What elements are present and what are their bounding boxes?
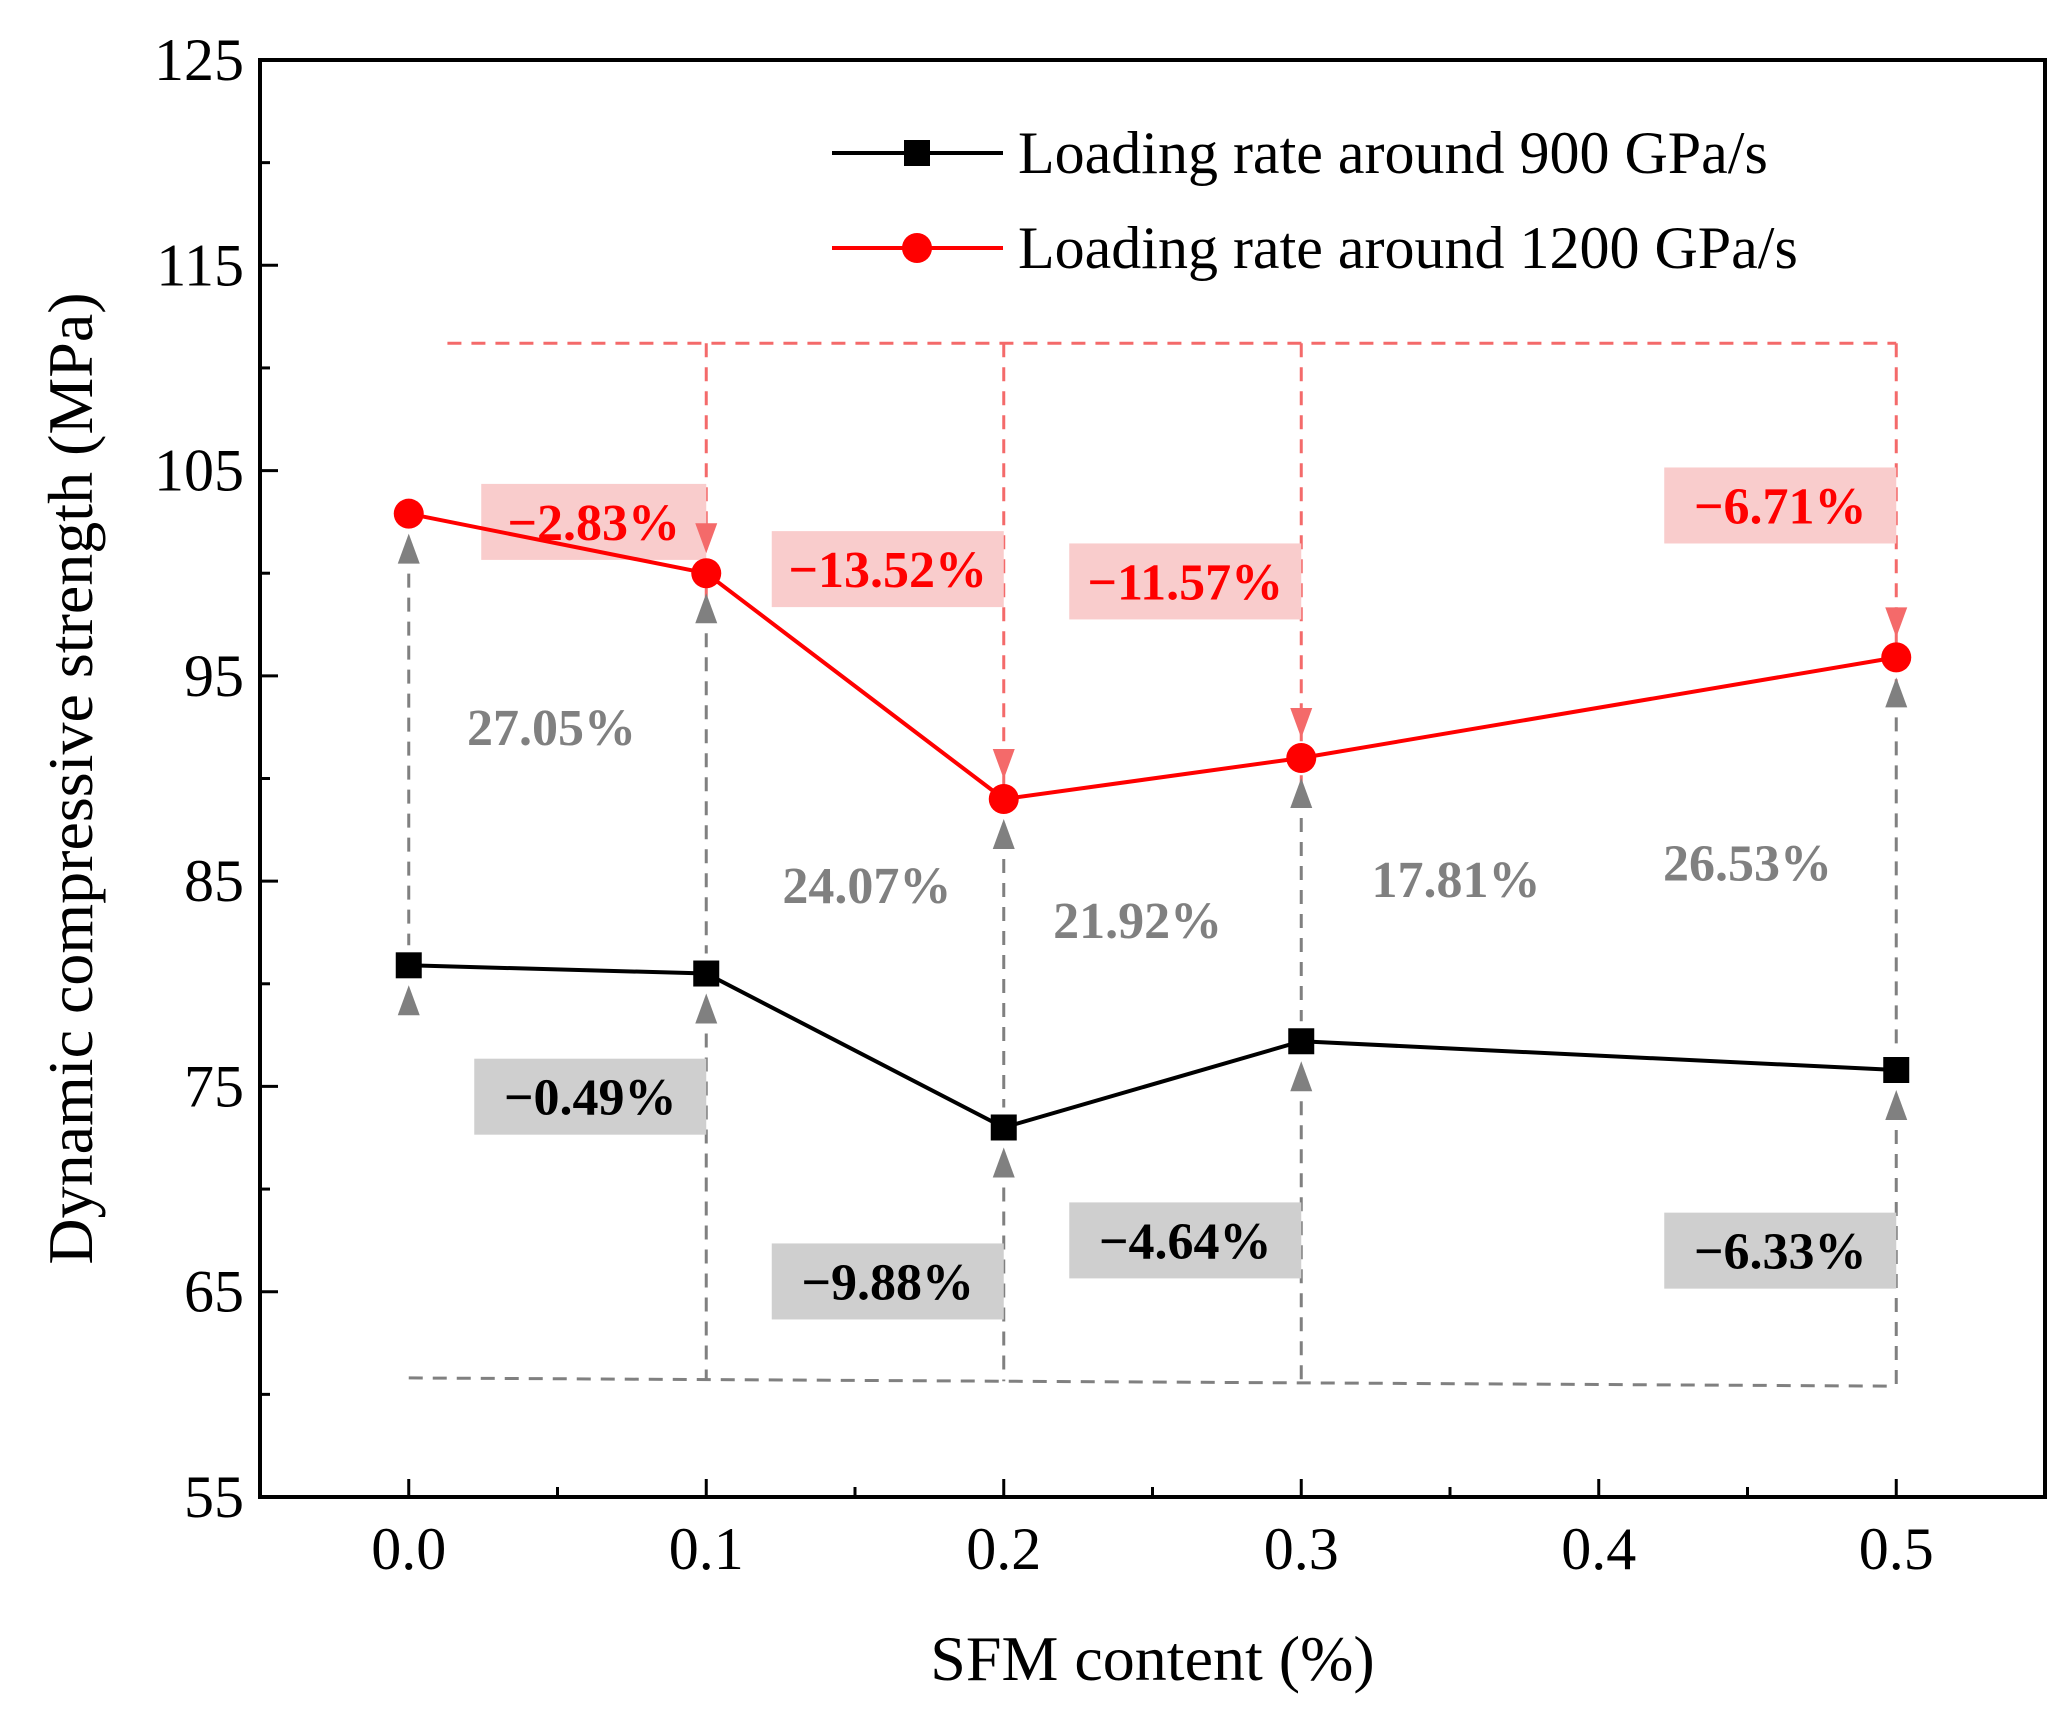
data-point <box>990 1114 1017 1141</box>
arrow-down-icon <box>992 749 1015 780</box>
arrow-up-icon <box>1885 677 1908 708</box>
annotation-arrows <box>397 523 1908 1178</box>
black-change-label: −0.49% <box>504 1070 677 1127</box>
red-change-label: −13.52% <box>788 542 987 599</box>
y-tick-label: 85 <box>184 848 244 914</box>
arrow-up-icon <box>1885 1090 1908 1121</box>
y-tick-label: 65 <box>184 1259 244 1325</box>
gray-change-box <box>1664 1212 1897 1289</box>
arrow-up-icon <box>397 985 420 1016</box>
arrow-up-icon <box>992 819 1015 850</box>
legend-marker <box>902 233 932 263</box>
data-point <box>395 952 422 979</box>
y-tick-label: 125 <box>154 27 244 93</box>
x-axis-title: SFM content (%) <box>930 1623 1374 1694</box>
data-point <box>693 960 720 987</box>
y-tick-label: 95 <box>184 643 244 709</box>
arrow-up-icon <box>695 593 718 624</box>
increase-label: 26.53% <box>1663 836 1832 893</box>
arrow-up-icon <box>1290 777 1313 808</box>
black-change-label: −4.64% <box>1099 1213 1272 1270</box>
arrow-down-icon <box>1885 607 1908 638</box>
x-tick-label: 0.5 <box>1859 1516 1934 1582</box>
series-layer <box>393 498 1912 1141</box>
black-change-label: −9.88% <box>801 1254 974 1311</box>
red-change-label: −6.71% <box>1694 478 1867 535</box>
red-change-box <box>1664 467 1897 544</box>
y-tick-label: 105 <box>154 438 244 504</box>
gray-change-box <box>474 1058 707 1135</box>
annotation-labels: −2.83% −13.52% −11.57% −6.71% −0.49% −9.88% −4… <box>467 478 1867 1311</box>
increase-label: 17.81% <box>1371 852 1540 909</box>
red-change-box <box>481 483 707 560</box>
x-tick-label: 0.1 <box>669 1516 744 1582</box>
arrow-down-icon <box>1290 707 1313 738</box>
annotation-boxes <box>474 467 1897 1320</box>
bottom-guide-line <box>408 1376 1897 1388</box>
arrow-up-icon <box>695 993 718 1024</box>
legend-label: Loading rate around 900 GPa/s <box>1018 120 1768 186</box>
legend: Loading rate around 900 GPa/s Loading rat… <box>832 120 1798 281</box>
y-axis-title: Dynamic compressive strength (MPa) <box>35 292 106 1264</box>
data-point <box>691 558 722 589</box>
x-tick-label: 0.2 <box>966 1516 1041 1582</box>
red-change-label: −2.83% <box>507 495 680 552</box>
increase-label: 21.92% <box>1053 893 1222 950</box>
arrow-down-icon <box>695 523 718 554</box>
red-change-box <box>771 531 1004 608</box>
gray-change-box <box>1069 1202 1302 1279</box>
arrow-up-icon <box>1290 1061 1313 1092</box>
axes: 55 65 75 85 95 105 115 125 0.0 0.1 0.2 0.3 0.4 0.5 SFM… <box>35 27 2047 1694</box>
legend-label: Loading rate around 1200 GPa/s <box>1018 215 1798 281</box>
y-tick-label: 115 <box>156 232 244 298</box>
legend-marker <box>904 140 930 166</box>
data-point <box>1883 1057 1910 1084</box>
arrow-up-icon <box>397 533 420 564</box>
data-point <box>393 498 424 529</box>
y-tick-label: 55 <box>184 1464 244 1530</box>
arrow-up-icon <box>992 1147 1015 1178</box>
x-tick-label: 0.3 <box>1264 1516 1339 1582</box>
data-point <box>1286 742 1317 773</box>
increase-label: 24.07% <box>782 858 951 915</box>
x-tick-label: 0.0 <box>371 1516 446 1582</box>
data-point <box>1881 642 1912 673</box>
black-change-label: −6.33% <box>1694 1224 1867 1281</box>
increase-label: 27.05% <box>467 700 636 757</box>
red-change-label: −11.57% <box>1087 554 1283 611</box>
data-point <box>988 784 1019 815</box>
red-change-box <box>1069 543 1302 620</box>
gray-change-box <box>771 1243 1004 1320</box>
data-point <box>1288 1028 1315 1055</box>
y-tick-label: 75 <box>184 1053 244 1119</box>
x-tick-label: 0.4 <box>1561 1516 1636 1582</box>
